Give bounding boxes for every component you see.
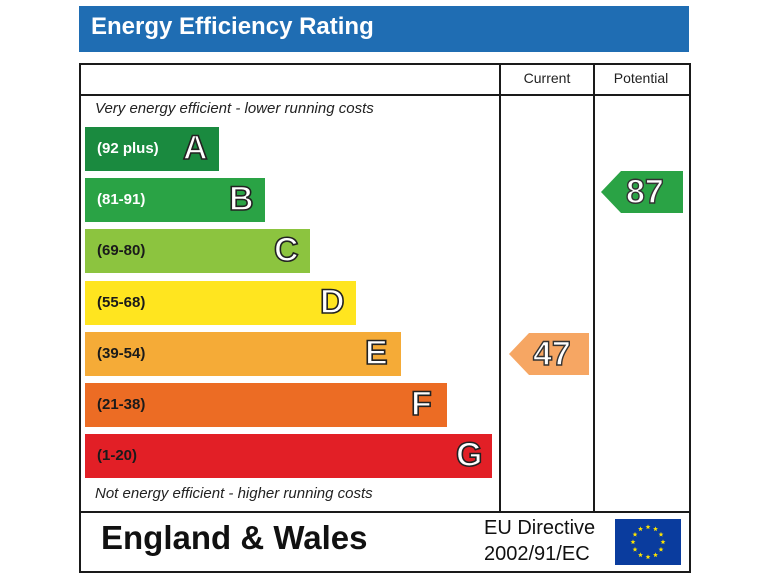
band-range-label: (81-91): [97, 191, 146, 208]
eu-star: [653, 526, 658, 532]
band-letter: A: [182, 128, 208, 168]
eu-star: [645, 554, 651, 560]
band-letter: D: [319, 282, 345, 322]
potential-rating-arrow: [601, 171, 683, 213]
band-range-label: (92 plus): [97, 140, 159, 157]
band-letter: E: [364, 333, 388, 373]
note-top: Very energy efficient - lower running co…: [95, 100, 374, 117]
band-d: (55-68) D: [85, 281, 356, 325]
band-e: (39-54) E: [85, 332, 401, 376]
column-header-potential: Potential: [613, 70, 669, 86]
footer-region: England & Wales: [101, 519, 368, 556]
eu-star: [632, 546, 638, 552]
band-range-label: (69-80): [97, 242, 146, 259]
band-range-label: (21-38): [97, 396, 146, 413]
eu-star: [632, 531, 638, 537]
band-f: (21-38) F: [85, 383, 447, 427]
divider-current: [499, 63, 501, 513]
band-c: (69-80) C: [85, 229, 310, 273]
band-letter: F: [410, 384, 432, 424]
header-divider: [79, 94, 689, 96]
eu-flag-icon: [615, 519, 681, 565]
eu-star: [660, 539, 666, 545]
potential-arrow-shape: [601, 171, 683, 213]
footer-directive-line1: EU Directive: [484, 517, 596, 539]
band-b: (81-91) B: [85, 178, 265, 222]
band-a: (92 plus) A: [85, 127, 219, 171]
current-rating-arrow: [509, 333, 589, 375]
band-letter: C: [273, 230, 299, 270]
eu-star: [658, 546, 664, 552]
eu-star: [658, 531, 664, 537]
column-header-current: Current: [523, 70, 571, 86]
band-letter: B: [228, 179, 254, 219]
band-g: (1-20) G: [85, 434, 492, 478]
rating-frame: [79, 63, 691, 573]
title-bar: Energy Efficiency Rating: [79, 6, 689, 52]
eu-star: [630, 539, 636, 545]
eu-star: [638, 552, 643, 558]
band-letter: G: [455, 435, 483, 475]
footer-divider: [79, 511, 689, 513]
band-range-label: (1-20): [97, 447, 138, 464]
eu-star: [645, 524, 651, 530]
eu-star: [638, 526, 643, 532]
potential-rating-value: 87: [625, 172, 664, 211]
footer-directive-line2: 2002/91/EC: [484, 543, 590, 565]
band-range-label: (39-54): [97, 345, 146, 362]
divider-potential: [593, 63, 595, 513]
current-rating-value: 47: [532, 334, 571, 373]
eu-star: [653, 552, 658, 558]
note-bottom: Not energy efficient - higher running co…: [95, 485, 373, 502]
band-range-label: (55-68): [97, 294, 146, 311]
current-arrow-shape: [509, 333, 589, 375]
chart-title: Energy Efficiency Rating: [91, 13, 374, 40]
